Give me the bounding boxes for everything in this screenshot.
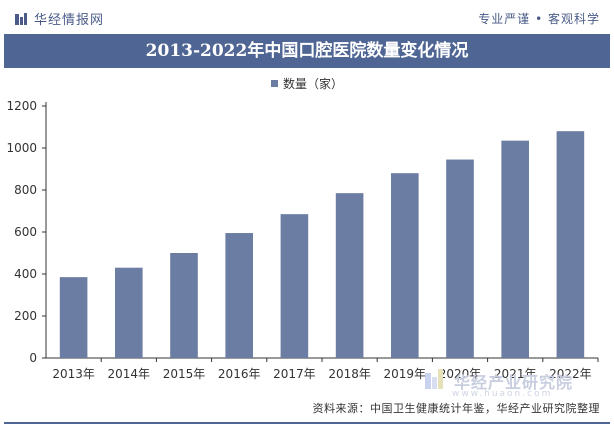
bar-2015年 — [170, 253, 198, 358]
y-tick-label: 200 — [14, 309, 37, 323]
legend-swatch — [270, 80, 278, 87]
bar-2013年 — [59, 277, 88, 358]
x-tick-label: 2020年 — [439, 367, 482, 381]
y-tick-label: 1200 — [6, 99, 37, 113]
bar-2021年 — [501, 140, 529, 358]
source-note: 资料来源：中国卫生健康统计年鉴，华经产业研究院整理 — [312, 402, 600, 415]
legend-label: 数量（家） — [282, 77, 343, 91]
y-tick-label: 1000 — [6, 141, 37, 155]
bar-2018年 — [335, 193, 364, 358]
chart-legend: 数量（家） — [0, 75, 614, 92]
x-tick-label: 2018年 — [328, 367, 371, 381]
x-tick-label: 2014年 — [108, 367, 151, 381]
watermark-url: www.huaon.com — [452, 389, 553, 399]
chart-title: 2013-2022年中国口腔医院数量变化情况 — [145, 41, 469, 61]
brand-logo: 华经情报网 — [14, 9, 105, 28]
title-bar: 2013-2022年中国口腔医院数量变化情况 — [4, 34, 610, 68]
x-tick-label: 2015年 — [163, 367, 206, 381]
y-tick-label: 800 — [14, 183, 37, 197]
y-tick-label: 600 — [14, 225, 37, 239]
bottom-divider — [4, 422, 610, 424]
bar-2014年 — [115, 267, 143, 358]
x-tick-label: 2016年 — [218, 367, 261, 381]
bar-2022年 — [556, 131, 585, 358]
x-tick-label: 2019年 — [384, 367, 427, 381]
brand-logo-icon — [14, 11, 28, 25]
y-tick-label: 400 — [14, 267, 37, 281]
x-tick-label: 2021年 — [494, 367, 537, 381]
bar-2017年 — [280, 214, 309, 358]
y-tick-label: 0 — [29, 351, 37, 365]
x-tick-label: 2013年 — [52, 367, 95, 381]
watermark-logo-icon — [424, 369, 448, 393]
bar-2016年 — [225, 233, 253, 358]
header-slogan: 专业严谨 • 客观科学 — [478, 12, 600, 26]
bar-2019年 — [391, 173, 419, 358]
x-tick-label: 2017年 — [273, 367, 316, 381]
bar-2020年 — [446, 159, 474, 358]
top-bar: 华经情报网 专业严谨 • 客观科学 — [0, 0, 614, 34]
x-tick-label: 2022年 — [549, 367, 592, 381]
watermark-brand: 华经产业研究院 — [424, 369, 573, 393]
watermark-brand-text: 华经产业研究院 — [454, 373, 574, 392]
brand-logo-text: 华经情报网 — [34, 12, 105, 28]
